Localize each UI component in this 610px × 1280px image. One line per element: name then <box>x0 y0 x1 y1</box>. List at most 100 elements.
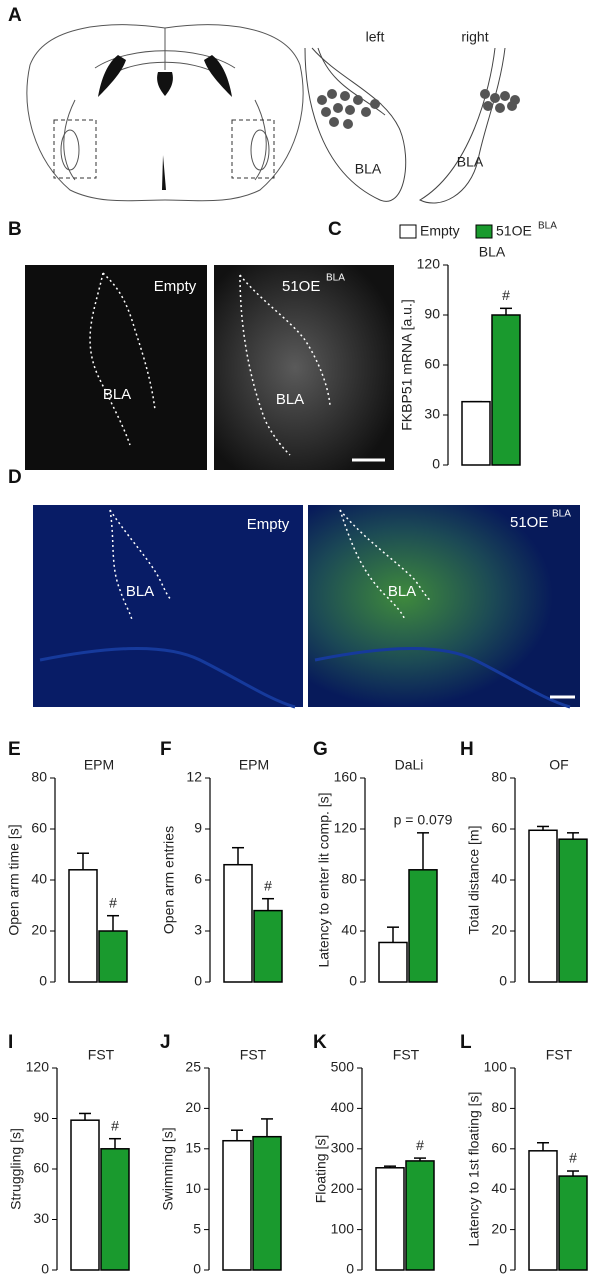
y-tick-label: 40 <box>491 871 507 887</box>
y-tick-label: 160 <box>334 769 358 785</box>
label: BLA <box>552 509 571 520</box>
y-tick-label: 90 <box>33 1109 49 1125</box>
legend-label: Empty <box>420 223 460 239</box>
y-tick-label: 6 <box>194 871 202 887</box>
panel-letter: E <box>8 739 21 760</box>
chart-title: FST <box>546 1047 573 1063</box>
bar <box>253 909 283 983</box>
label: 51OE <box>282 278 320 295</box>
y-tick-label: 40 <box>491 1180 507 1196</box>
y-axis-label: Latency to enter lit comp. [s] <box>316 792 332 967</box>
y-tick-label: 40 <box>341 922 357 938</box>
y-tick-label: 120 <box>334 820 358 836</box>
y-tick-label: 60 <box>33 1160 49 1176</box>
label: Empty <box>154 278 197 295</box>
y-tick-label: 0 <box>39 973 47 989</box>
label: Empty <box>247 516 290 533</box>
label: BLA <box>276 391 304 408</box>
y-axis-label: Swimming [s] <box>160 1127 176 1210</box>
bar <box>408 869 438 983</box>
outline <box>89 272 156 446</box>
bar <box>100 1148 130 1271</box>
label: BLA <box>355 161 382 177</box>
panel-letter: B <box>8 219 22 240</box>
y-tick-label: 100 <box>484 1059 508 1075</box>
chart-title: FST <box>88 1047 115 1063</box>
label: BLA <box>388 583 416 600</box>
y-tick-label: 80 <box>341 871 357 887</box>
label: left <box>366 29 385 45</box>
y-tick-label: 0 <box>41 1261 49 1277</box>
tissue-edge <box>314 647 571 709</box>
label: BLA <box>457 154 484 170</box>
brain-outline <box>26 24 304 202</box>
bar <box>378 941 408 983</box>
panel-letter: J <box>160 1032 171 1053</box>
outline <box>239 274 331 456</box>
y-tick-label: 300 <box>331 1140 355 1156</box>
panel-letter: C <box>328 219 342 240</box>
y-tick-label: 80 <box>31 769 47 785</box>
y-tick-label: 10 <box>185 1180 201 1196</box>
annotation: # <box>569 1150 577 1166</box>
label: right <box>461 29 488 45</box>
bar <box>461 400 491 466</box>
y-tick-label: 25 <box>185 1059 201 1075</box>
chart-title: EPM <box>239 757 269 773</box>
panel-letter: A <box>8 5 22 26</box>
y-tick-label: 12 <box>186 769 202 785</box>
injection-dots <box>317 89 520 129</box>
panel-letter: I <box>8 1032 13 1053</box>
panel-letter: D <box>8 467 22 488</box>
bar <box>491 314 521 466</box>
annotation: # <box>416 1137 424 1153</box>
bar <box>68 869 98 983</box>
y-axis-label: Struggling [s] <box>8 1128 24 1210</box>
y-tick-label: 200 <box>331 1180 355 1196</box>
annotation: # <box>264 877 272 893</box>
bar <box>558 1175 588 1271</box>
panel-letter: G <box>313 739 328 760</box>
y-tick-label: 0 <box>194 973 202 989</box>
bar <box>223 863 253 983</box>
bar <box>375 1167 405 1271</box>
y-tick-label: 0 <box>432 456 440 472</box>
chart-title: FST <box>240 1047 267 1063</box>
bar <box>558 838 588 983</box>
chart-title: BLA <box>479 244 506 260</box>
y-tick-label: 60 <box>491 1140 507 1156</box>
y-tick-label: 80 <box>491 769 507 785</box>
bar <box>528 1150 558 1271</box>
y-tick-label: 60 <box>31 820 47 836</box>
bar <box>252 1135 282 1271</box>
legend-swatch <box>399 224 417 239</box>
legend-label: 51OE <box>496 223 532 239</box>
y-tick-label: 0 <box>193 1261 201 1277</box>
y-tick-label: 20 <box>185 1099 201 1115</box>
y-tick-label: 120 <box>417 256 441 272</box>
y-axis-label: Open arm time [s] <box>6 824 22 935</box>
y-axis-label: Latency to 1st floating [s] <box>466 1092 482 1247</box>
y-tick-label: 60 <box>424 356 440 372</box>
ventricles <box>98 55 232 190</box>
y-tick-label: 500 <box>331 1059 355 1075</box>
legend-swatch <box>475 224 493 239</box>
label: 51OE <box>510 514 548 531</box>
annotation: # <box>109 894 117 910</box>
y-axis-label: Floating [s] <box>313 1135 329 1203</box>
panel-letter: L <box>460 1032 472 1053</box>
y-axis-label: Open arm entries <box>161 826 177 934</box>
y-tick-label: 120 <box>26 1059 50 1075</box>
legend-label: BLA <box>538 221 557 232</box>
y-axis-label: Total distance [m] <box>466 826 482 935</box>
micrograph <box>308 505 580 707</box>
y-tick-label: 30 <box>33 1210 49 1226</box>
y-tick-label: 0 <box>499 973 507 989</box>
annotation: # <box>502 287 510 303</box>
chart-title: OF <box>549 757 568 773</box>
y-tick-label: 400 <box>331 1099 355 1115</box>
micrograph <box>33 505 303 707</box>
y-tick-label: 60 <box>491 820 507 836</box>
y-axis-label: FKBP51 mRNA [a.u.] <box>399 299 415 431</box>
